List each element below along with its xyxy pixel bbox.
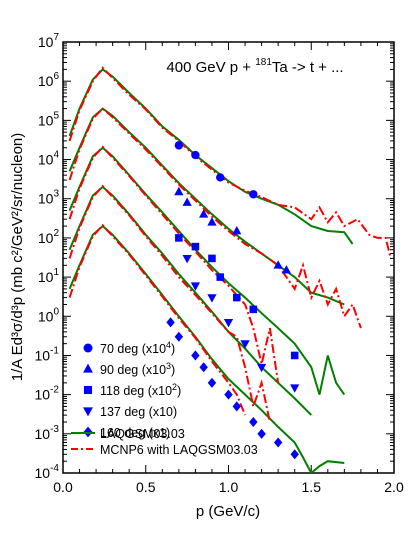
- data-point-square: [232, 293, 241, 302]
- data-point-circle: [191, 150, 200, 160]
- data-point-diamond: [257, 428, 266, 439]
- data-point-diamond: [273, 437, 283, 448]
- y-tick-label: 10-1: [35, 345, 60, 363]
- data-point-triangle-up: [207, 217, 217, 226]
- laqgsm-curve-1: [68, 107, 345, 306]
- data-point-diamond: [290, 449, 299, 460]
- data-point-diamond: [232, 401, 241, 412]
- y-tick-label: 107: [38, 32, 60, 50]
- data-point-triangle-up: [182, 197, 192, 206]
- data-point-triangle-down: [256, 363, 267, 373]
- data-point-triangle-down: [207, 294, 217, 303]
- x-tick-label: 0.5: [136, 479, 156, 495]
- data-point-triangle-down: [223, 318, 234, 328]
- data-point-square: [175, 234, 183, 242]
- y-axis-label: 1/A Ed³σ/d³p (mb c²/GeV²/sr/nucleon): [9, 133, 26, 382]
- legend-label: 160 deg (x1): [100, 426, 170, 440]
- x-tick-label: 1.5: [302, 479, 322, 495]
- data-point-diamond: [224, 389, 233, 400]
- data-point-circle: [249, 190, 258, 199]
- data-point-triangle-down: [182, 255, 192, 264]
- y-tick-label: 105: [38, 110, 60, 128]
- x-tick-label: 0.0: [53, 479, 73, 495]
- data-point-triangle-down: [290, 384, 300, 393]
- data-point-circle: [216, 173, 225, 182]
- legend-marker-triangle-up: [83, 363, 93, 373]
- mcnp6-curve-3: [68, 184, 271, 423]
- y-tick-label: 101: [38, 267, 60, 285]
- y-tick-label: 103: [38, 189, 60, 207]
- data-point-square: [249, 305, 258, 314]
- data-point-square: [208, 254, 216, 263]
- legend-line-label: LAQGSM03.03: [100, 427, 185, 441]
- legend-label: 70 deg (x104): [100, 340, 175, 356]
- mcnp6-curve-4: [68, 223, 247, 416]
- x-tick-label: 2.0: [384, 479, 404, 495]
- data-point-diamond: [249, 416, 258, 428]
- y-tick-label: 106: [38, 71, 60, 89]
- y-tick-label: 100: [38, 306, 60, 324]
- y-tick-label: 104: [38, 150, 60, 168]
- data-point-triangle-down: [190, 282, 201, 291]
- legend-marker-triangle-down: [83, 407, 93, 417]
- data-point-triangle-down: [240, 340, 250, 349]
- data-point-square: [290, 351, 299, 360]
- legend-marker-square: [83, 385, 93, 395]
- y-tick-label: 10-3: [35, 424, 60, 442]
- data-point-triangle-up: [273, 260, 283, 269]
- data-point-triangle-up: [174, 186, 184, 196]
- data-point-square: [216, 273, 225, 281]
- data-point-diamond: [199, 362, 208, 373]
- y-tick-label: 102: [38, 228, 60, 246]
- mcnp6-curve-2: [68, 145, 280, 383]
- data-point-triangle-up: [232, 225, 242, 235]
- legend-marker-circle: [83, 343, 93, 353]
- data-point-triangle-up: [281, 265, 292, 274]
- legend-label: 137 deg (x10): [100, 405, 177, 419]
- data-point-diamond: [191, 350, 200, 361]
- legend-line-label: MCNP6 with LAQGSM03.03: [100, 443, 258, 457]
- y-tick-label: 10-4: [35, 463, 60, 481]
- x-axis-label: p (GeV/c): [196, 503, 260, 520]
- laqgsm-curve-0: [68, 68, 354, 245]
- data-point-diamond: [166, 317, 175, 328]
- legend-label: 118 deg (x102): [100, 382, 181, 398]
- data-point-circle: [174, 141, 184, 150]
- data-point-diamond: [207, 377, 217, 388]
- mcnp6-curve-1: [68, 107, 362, 329]
- legend-label: 90 deg (x103): [100, 361, 175, 377]
- laqgsm-curve-3: [68, 185, 313, 416]
- chart-title: 400 GeV p + 181Ta -> t + ...: [166, 57, 343, 76]
- y-tick-label: 10-2: [35, 385, 60, 403]
- laqgsm-curve-2: [68, 146, 346, 396]
- data-point-square: [191, 242, 200, 251]
- data-point-triangle-up: [199, 209, 209, 218]
- data-point-diamond: [174, 331, 184, 342]
- x-tick-label: 1.0: [219, 479, 239, 495]
